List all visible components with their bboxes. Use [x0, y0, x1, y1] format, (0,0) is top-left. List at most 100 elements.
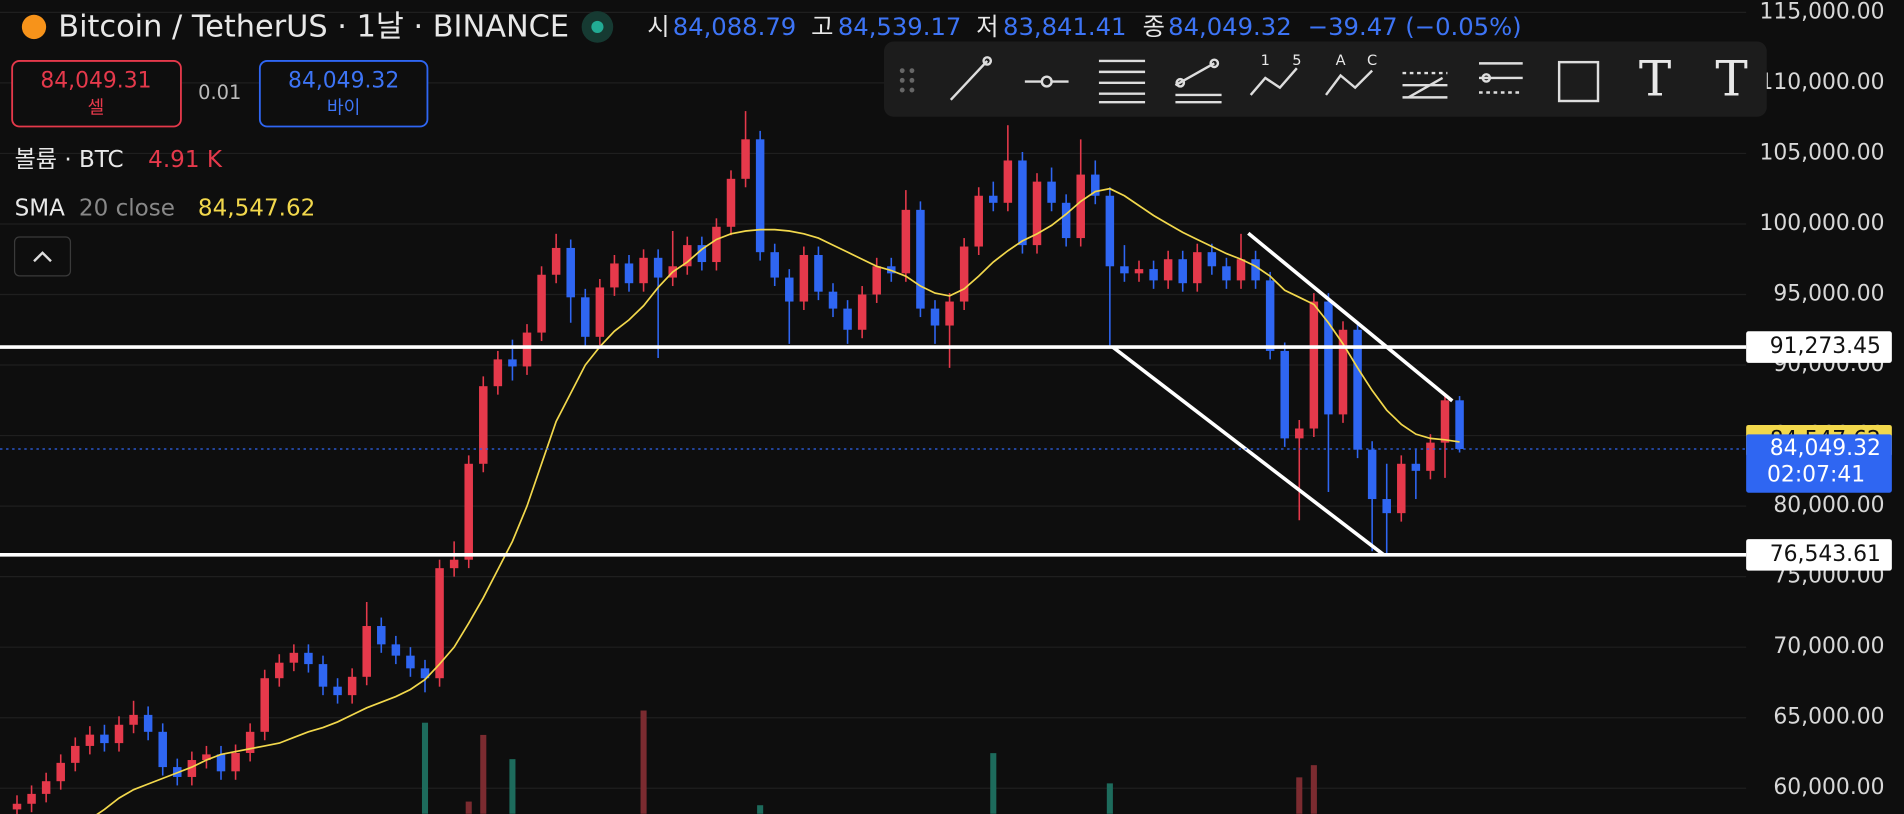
- candle-body: [27, 793, 36, 804]
- candle-body: [493, 359, 503, 387]
- countdown: 02:07:41: [1767, 463, 1865, 488]
- volume-bar: [990, 753, 997, 814]
- buy-label: 바이: [327, 97, 360, 118]
- fib-extension-tool[interactable]: [1478, 62, 1523, 94]
- candle-body: [945, 301, 954, 326]
- collapse-button[interactable]: [13, 236, 72, 277]
- xabcd-tool[interactable]: [1249, 67, 1298, 96]
- y-tick-label: 110,000.00: [1759, 70, 1884, 95]
- candle-body: [275, 662, 284, 679]
- anchored-text-tool[interactable]: T: [1715, 51, 1747, 107]
- candle-body: [639, 257, 648, 284]
- candle-body: [1411, 463, 1421, 471]
- candle-body: [1265, 280, 1275, 351]
- level-label-box: [1746, 539, 1892, 571]
- candle-body: [420, 668, 430, 679]
- candle-body: [85, 734, 95, 746]
- candle-body: [100, 734, 109, 744]
- sma-name[interactable]: SMA: [15, 196, 66, 222]
- volume-name[interactable]: 볼륨 · BTC: [15, 147, 124, 173]
- y-tick-label: 65,000.00: [1773, 705, 1884, 730]
- candle-body: [347, 676, 357, 696]
- fib-tool[interactable]: [1402, 71, 1448, 99]
- drag-handle[interactable]: [899, 68, 915, 93]
- candle-body: [1061, 202, 1071, 239]
- candle-body: [362, 626, 371, 677]
- candle-body: [231, 752, 240, 772]
- candle-body: [726, 178, 736, 227]
- volume-bar: [421, 722, 429, 814]
- level-label: 76,543.61: [1770, 542, 1881, 567]
- candle-body: [508, 359, 517, 367]
- candle-body: [318, 664, 328, 687]
- candle-body: [1003, 160, 1013, 203]
- price-axis: 60,000.0065,000.0070,000.0075,000.0080,0…: [1746, 0, 1892, 800]
- last-price-label: 84,049.32: [1770, 436, 1881, 461]
- candle-body: [581, 297, 590, 337]
- candle-body: [930, 308, 940, 326]
- pitchfork-tool[interactable]: [1174, 58, 1222, 104]
- volume-bar: [465, 801, 472, 814]
- ohlc-value: 84,539.17: [838, 12, 961, 41]
- candle-body: [1324, 301, 1333, 415]
- sell-price: 84,049.31: [40, 69, 151, 94]
- abcd-tool[interactable]: [1325, 69, 1374, 96]
- candle-body: [41, 781, 51, 794]
- volume-bar: [757, 805, 764, 814]
- volume-bar: [1296, 777, 1303, 814]
- candle-body: [202, 754, 211, 761]
- candle-body: [1280, 350, 1289, 439]
- volume-bar: [640, 710, 647, 814]
- ohlc-value: 84,049.32: [1168, 12, 1292, 41]
- candle-body: [1178, 259, 1187, 284]
- trend-line-tool[interactable]: [949, 56, 993, 101]
- candle-body: [828, 291, 838, 309]
- candle-body: [974, 195, 983, 247]
- horizontal-ray-tool[interactable]: [1024, 75, 1069, 88]
- candle-body: [566, 247, 575, 298]
- channel-line: [1111, 345, 1385, 557]
- text-tool[interactable]: T: [1639, 51, 1671, 107]
- candle-body: [1120, 266, 1129, 274]
- candle-body: [260, 678, 269, 732]
- plot: [0, 111, 1747, 814]
- sma-params: 20 close: [79, 196, 175, 222]
- candle-body: [901, 209, 911, 274]
- candle-body: [1163, 259, 1173, 281]
- level-label: 91,273.45: [1770, 334, 1881, 359]
- candle-body: [12, 803, 22, 810]
- buy-price: 84,049.32: [288, 69, 399, 94]
- volume-bar: [480, 734, 487, 814]
- parallel-lines-tool[interactable]: [1098, 59, 1146, 104]
- candle-body: [1091, 174, 1100, 196]
- candle-body: [129, 714, 138, 725]
- candle-body: [391, 644, 401, 656]
- symbol-title[interactable]: Bitcoin / TetherUS · 1날 · BINANCE: [58, 10, 569, 45]
- sell-button[interactable]: [11, 60, 182, 128]
- candle-body: [537, 274, 546, 333]
- coin-icon: [21, 14, 47, 40]
- rectangle-tool[interactable]: [1557, 60, 1600, 103]
- candle-body: [245, 731, 255, 753]
- toolbar-label: A: [1336, 52, 1346, 69]
- candle-body: [1426, 442, 1435, 471]
- candle-body: [71, 745, 80, 763]
- y-tick-label: 95,000.00: [1773, 281, 1884, 306]
- candle-body: [1207, 252, 1217, 267]
- candle-body: [1251, 259, 1260, 281]
- candle-body: [755, 139, 765, 253]
- candle-body: [1149, 269, 1158, 281]
- y-tick-label: 100,000.00: [1759, 211, 1884, 236]
- candle-body: [610, 263, 619, 288]
- volume-bar: [1106, 783, 1113, 814]
- volume-bar: [1310, 765, 1317, 814]
- y-tick-label: 60,000.00: [1773, 775, 1884, 800]
- candle-body: [1440, 400, 1450, 443]
- candle-body: [1222, 266, 1231, 281]
- candle-body: [333, 686, 342, 696]
- candle-body: [1134, 269, 1144, 274]
- y-tick-label: 80,000.00: [1773, 493, 1884, 518]
- buy-button[interactable]: [258, 60, 429, 128]
